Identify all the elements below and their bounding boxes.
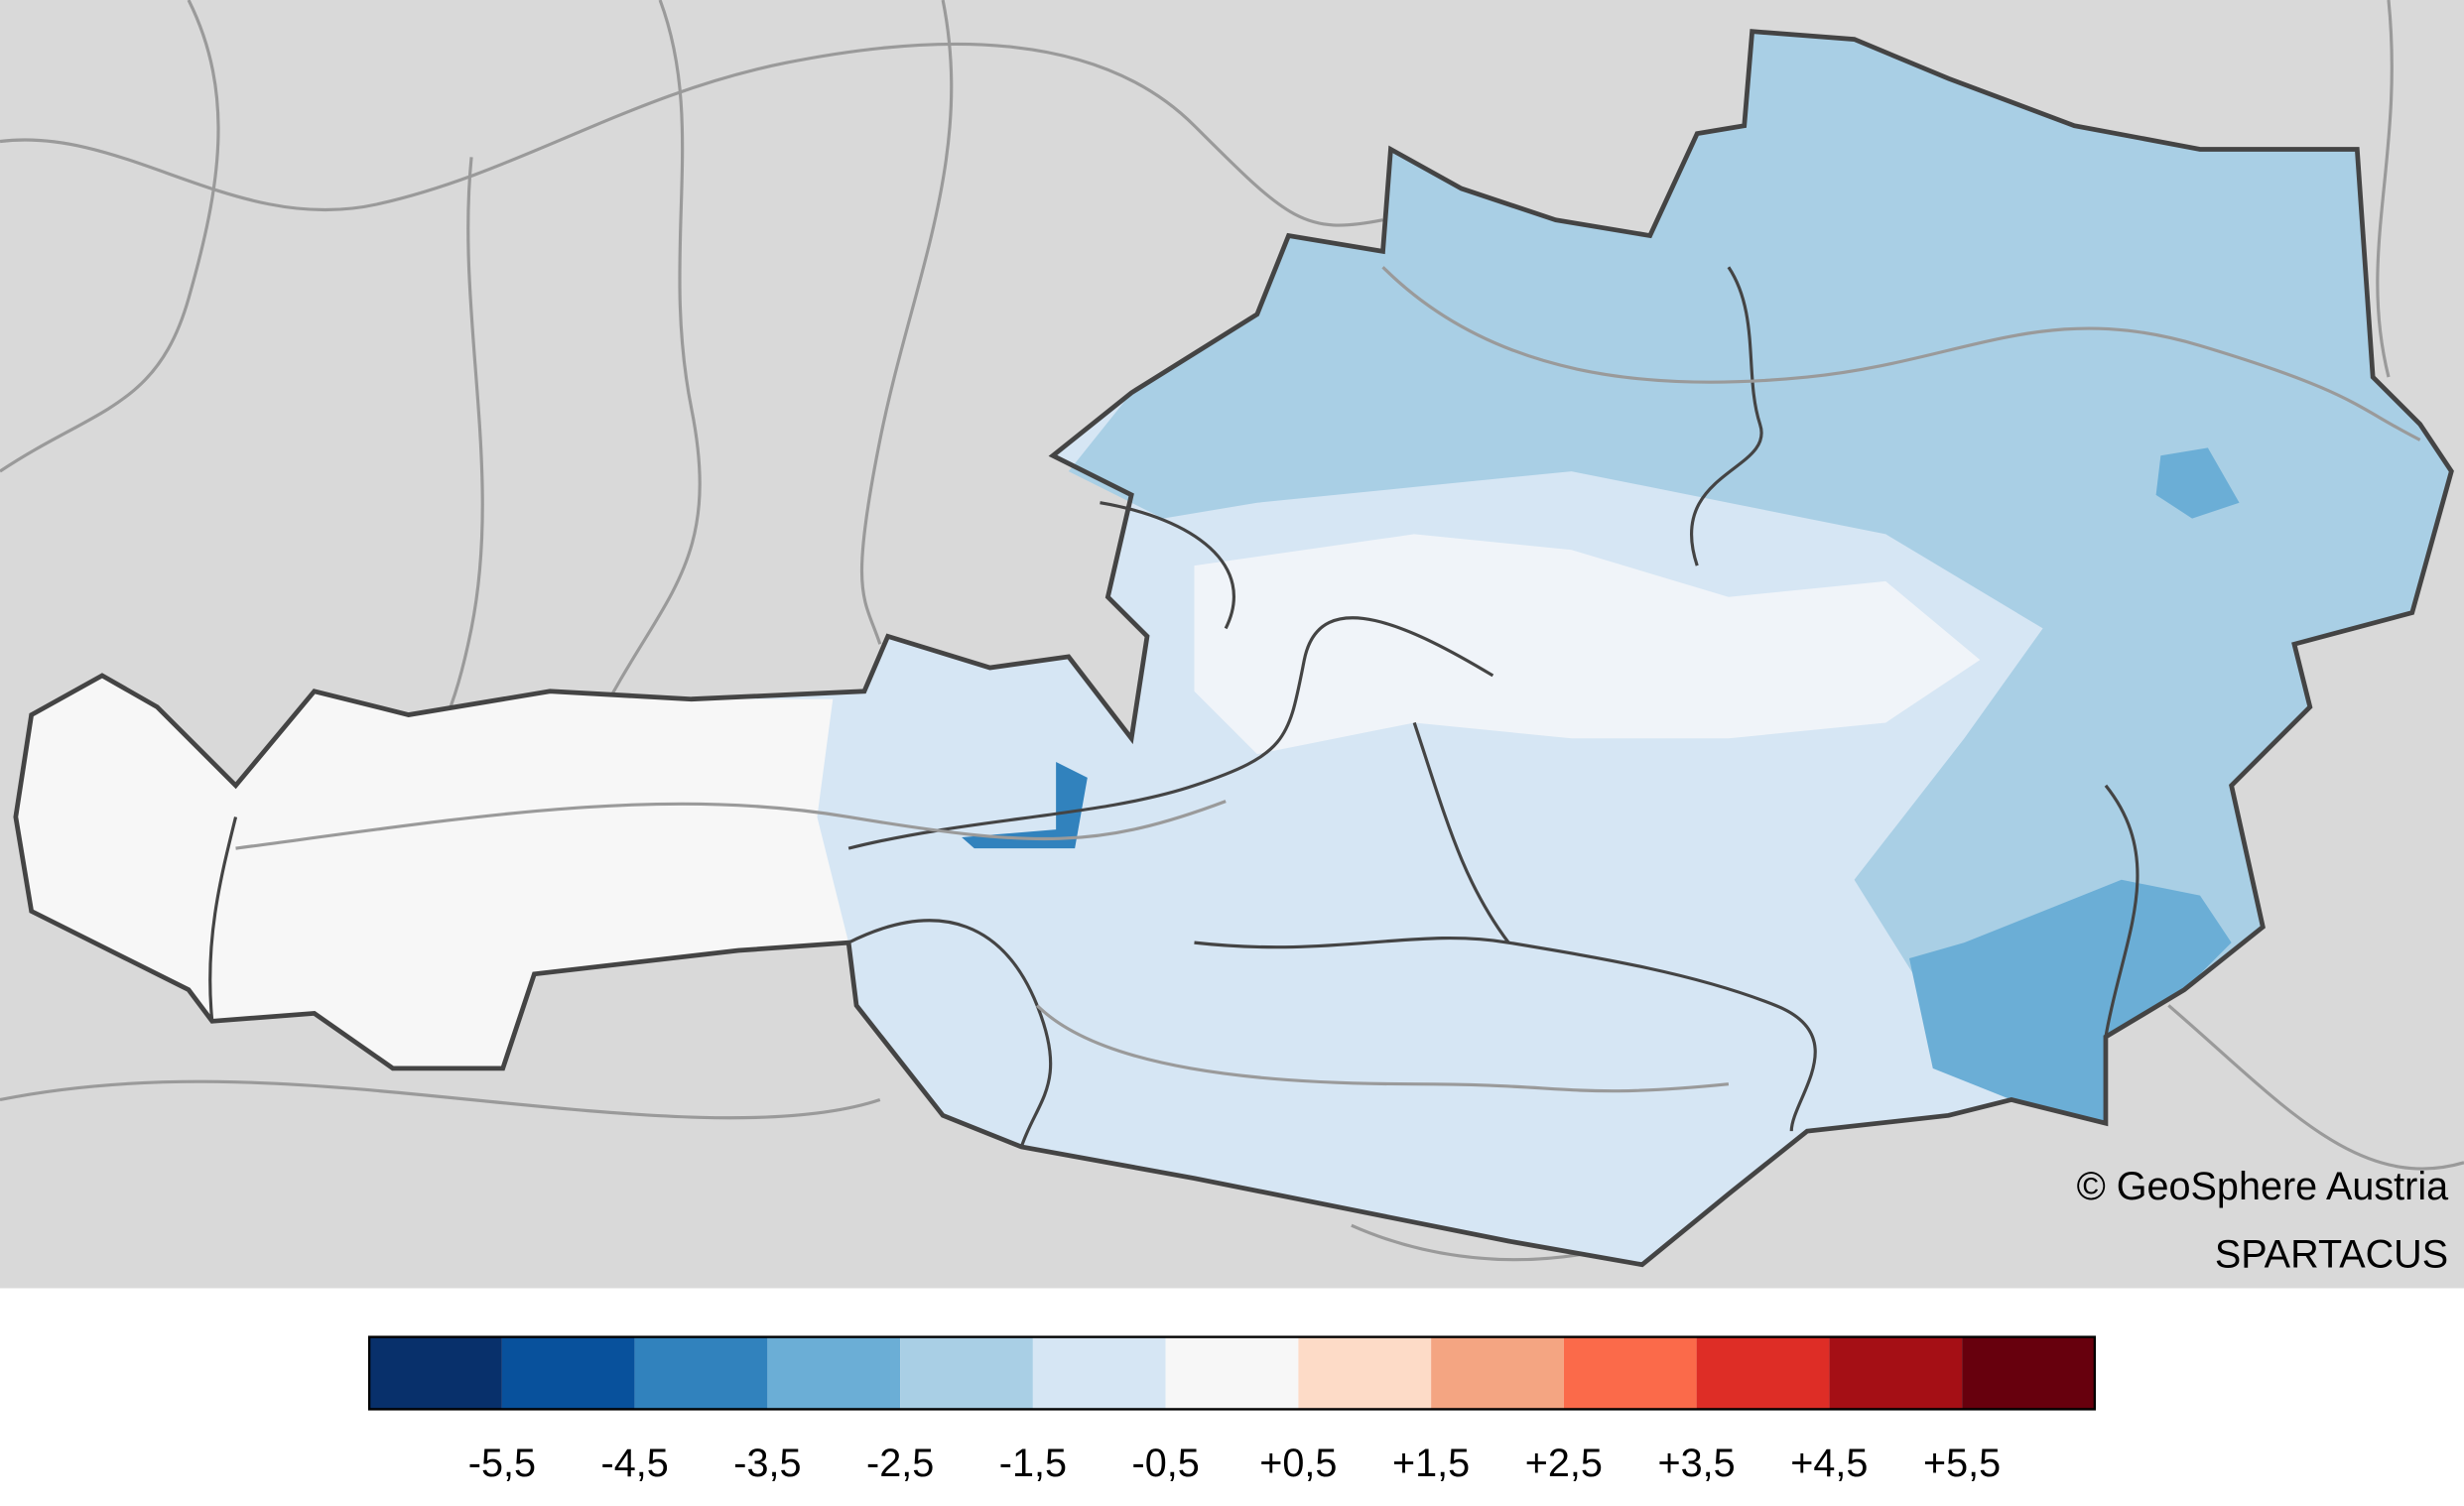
legend-label: +4,5 (1790, 1442, 1868, 1485)
legend-label: +0,5 (1259, 1442, 1337, 1485)
copyright: © GeoSphere Austria (2077, 1165, 2450, 1208)
state-borders (208, 266, 2140, 1148)
legend-swatch (1962, 1336, 2095, 1410)
legend-label: +1,5 (1392, 1442, 1470, 1485)
legend-swatch (1696, 1336, 1830, 1410)
legend-label: +3,5 (1658, 1442, 1736, 1485)
legend-swatch (501, 1336, 635, 1410)
legend-swatch (1563, 1336, 1697, 1410)
east-patch (2155, 447, 2240, 519)
legend-frame (367, 1335, 2097, 1411)
dataset-name: SPARTACUS (2215, 1232, 2448, 1276)
legend-swatch (767, 1336, 901, 1410)
legend-label: -4,5 (601, 1442, 669, 1485)
neighbour-borders (0, 0, 2464, 1262)
legend-swatch (369, 1336, 502, 1410)
alpine-ridge (1194, 534, 1981, 755)
legend-label: -5,5 (468, 1442, 536, 1485)
southeast-region (1909, 879, 2232, 1124)
legend-swatch (1431, 1336, 1564, 1410)
legend: -5,5 -4,5 -3,5 -2,5 -1,5 -0,5 +0,5 +1,5 +2,5 +3,5… (367, 1335, 2097, 1485)
legend-swatch (1032, 1336, 1166, 1410)
legend-swatch (1829, 1336, 1963, 1410)
legend-label: +5,5 (1923, 1442, 2001, 1485)
legend-label: +2,5 (1525, 1442, 1603, 1485)
legend-label: -0,5 (1132, 1442, 1200, 1485)
austria (13, 29, 2454, 1268)
legend-label: -1,5 (999, 1442, 1067, 1485)
rivers (235, 266, 2421, 1093)
legend-swatch (900, 1336, 1033, 1410)
legend-swatch (1298, 1336, 1432, 1410)
legend-swatch (1165, 1336, 1299, 1410)
northeast-region (1068, 31, 2452, 1124)
legend-label: -3,5 (733, 1442, 801, 1485)
legend-label: -2,5 (866, 1442, 934, 1485)
legend-swatch (634, 1336, 768, 1410)
tyrol-patch (962, 762, 1088, 849)
